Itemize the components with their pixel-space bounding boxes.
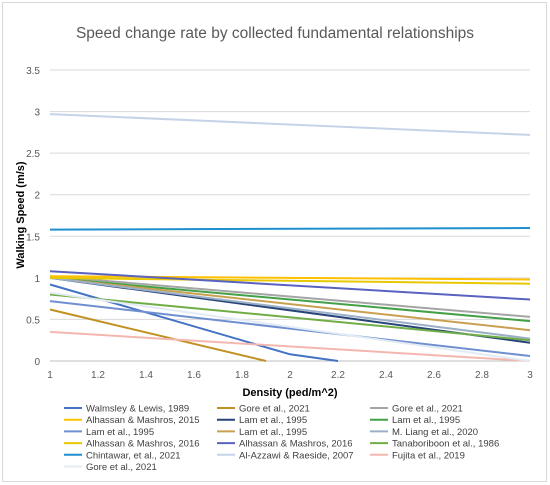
y-tick-label: 1.5	[26, 232, 40, 243]
x-tick-label: 1.4	[139, 370, 153, 381]
x-tick-label: 2.2	[331, 370, 345, 381]
series-line	[49, 293, 531, 342]
series-line	[49, 276, 531, 285]
legend-label: Gore et al., 2021	[239, 404, 310, 415]
legend-label: Tanaboriboon et al., 1986	[392, 439, 499, 450]
y-tick-label: 1	[34, 274, 40, 285]
legend-label: Lam et al., 1995	[239, 415, 307, 426]
series-line	[49, 270, 531, 301]
series-line	[49, 113, 531, 136]
legend-label: Walmsley & Lewis, 1989	[86, 404, 189, 415]
x-tick-label: 1.2	[91, 370, 105, 381]
x-tick-label: 2.6	[427, 370, 441, 381]
x-tick-label: 1	[47, 370, 53, 381]
x-tick-label: 2	[287, 370, 293, 381]
series-line	[49, 300, 531, 357]
legend-label: Al-Azzawi & Raeside, 2007	[239, 450, 354, 461]
y-tick-label: 0	[34, 357, 40, 368]
y-tick-label: 0.5	[26, 315, 40, 326]
series-line	[49, 330, 531, 362]
series-line	[49, 291, 531, 362]
legend-label: Gore et al., 2021	[392, 404, 463, 415]
legend-label: Fujita et al., 2019	[392, 450, 465, 461]
legend-label: Lam et al., 1995	[86, 427, 154, 438]
x-tick-label: 1.8	[235, 370, 249, 381]
legend-label: Gore et al., 2021	[86, 462, 157, 473]
series-line	[49, 276, 531, 323]
x-axis-label: Density (ped/m^2)	[242, 387, 337, 399]
chart-title: Speed change rate by collected fundament…	[76, 25, 474, 42]
x-tick-label: 3	[527, 370, 533, 381]
legend-label: Alhassan & Mashros, 2016	[86, 439, 200, 450]
series-line	[49, 283, 339, 362]
legend-label: Lam et al., 1995	[392, 415, 460, 426]
legend-label: Alhassan & Mashros, 2015	[86, 415, 200, 426]
legend-label: M. Liang et al., 2020	[392, 427, 478, 438]
legend-label: Lam et al., 1995	[239, 427, 307, 438]
y-axis-label: Walking Speed (m/s)	[15, 161, 27, 269]
series-line	[49, 308, 267, 362]
series-line	[49, 275, 531, 318]
x-tick-label: 1.6	[187, 370, 201, 381]
x-tick-label: 2.4	[379, 370, 393, 381]
y-tick-label: 2	[34, 191, 40, 202]
series-line	[49, 276, 531, 340]
y-tick-label: 2.5	[26, 149, 40, 160]
y-tick-label: 3.5	[26, 66, 40, 77]
legend-label: Alhassan & Mashros, 2016	[239, 439, 353, 450]
x-tick-label: 2.8	[475, 370, 489, 381]
legend-label: Chintawar, et al., 2021	[86, 450, 181, 461]
series-line	[49, 276, 531, 332]
y-tick-label: 3	[34, 108, 40, 119]
series-line	[49, 227, 531, 231]
